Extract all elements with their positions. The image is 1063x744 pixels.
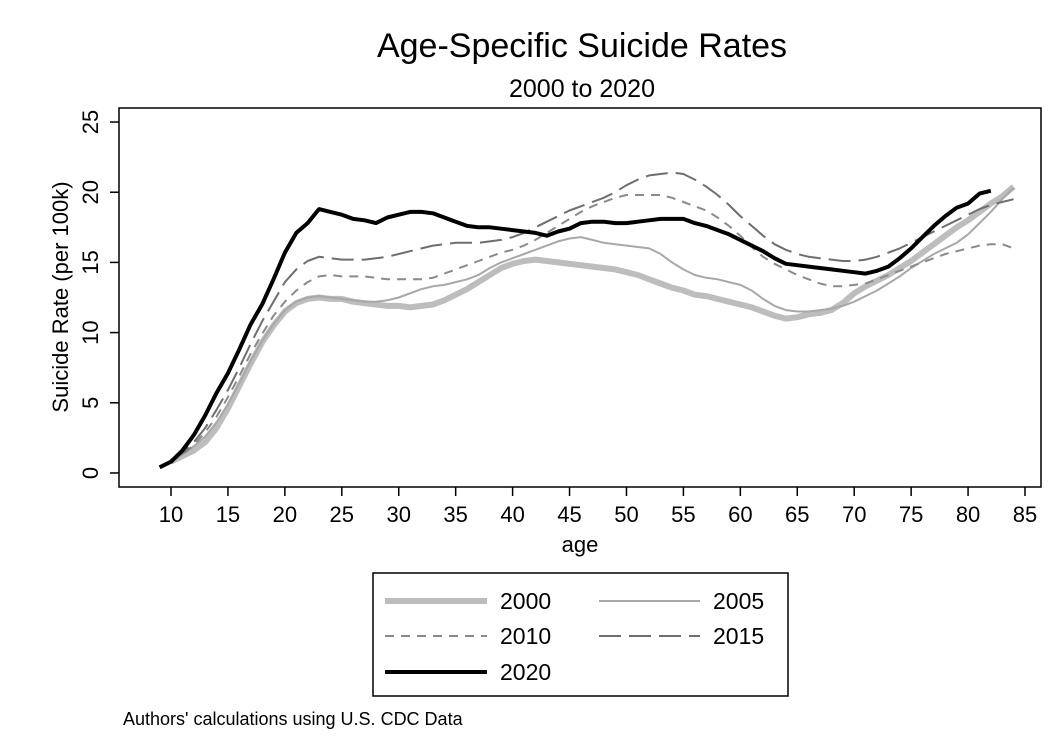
series-line-2020 — [158, 188, 992, 470]
x-tick-label: 15 — [216, 502, 240, 527]
x-axis: 10 15 20 25 30 35 40 45 50 55 60 65 70 75 80 85 — [159, 487, 1037, 527]
x-tick-label: 40 — [500, 502, 524, 527]
legend-label-2005: 2005 — [713, 588, 764, 614]
y-tick-label: 15 — [78, 250, 103, 274]
x-tick-label: 80 — [956, 502, 980, 527]
x-tick-label: 65 — [785, 502, 809, 527]
x-tick-label: 75 — [899, 502, 923, 527]
x-tick-label: 50 — [614, 502, 638, 527]
series-line-2000 — [169, 184, 1016, 465]
y-tick-label: 5 — [78, 397, 103, 409]
series-line-2010 — [170, 194, 1014, 463]
x-tick-label: 10 — [159, 502, 183, 527]
legend-label-2010: 2010 — [500, 623, 551, 649]
y-axis-label: Suicide Rate (per 100k) — [48, 181, 73, 412]
y-tick-label: 10 — [78, 320, 103, 344]
legend-label-2000: 2000 — [500, 588, 551, 614]
source-note: Authors' calculations using U.S. CDC Dat… — [123, 709, 463, 729]
y-axis: 0 5 10 15 20 25 — [78, 110, 119, 479]
x-tick-label: 60 — [728, 502, 752, 527]
x-tick-label: 25 — [330, 502, 354, 527]
x-tick-label: 85 — [1013, 502, 1037, 527]
chart-title: Age-Specific Suicide Rates — [377, 27, 787, 65]
x-tick-label: 20 — [273, 502, 297, 527]
series-line-2005 — [170, 187, 1015, 463]
x-tick-label: 70 — [842, 502, 866, 527]
chart-subtitle: 2000 to 2020 — [509, 75, 655, 103]
legend-label-2020: 2020 — [500, 659, 551, 685]
x-axis-label: age — [562, 532, 599, 557]
legend-box — [372, 572, 789, 697]
x-tick-label: 45 — [557, 502, 581, 527]
x-tick-label: 55 — [671, 502, 695, 527]
x-tick-label: 30 — [386, 502, 410, 527]
series-layer — [158, 171, 1016, 470]
x-tick-label: 35 — [443, 502, 467, 527]
plot-frame — [118, 107, 1042, 488]
series-line-2015 — [170, 171, 1014, 462]
legend: 2000 2005 2010 2015 2020 — [385, 588, 764, 685]
y-tick-label: 25 — [78, 110, 103, 134]
y-tick-label: 0 — [78, 467, 103, 479]
legend-label-2015: 2015 — [713, 623, 764, 649]
y-tick-label: 20 — [78, 180, 103, 204]
